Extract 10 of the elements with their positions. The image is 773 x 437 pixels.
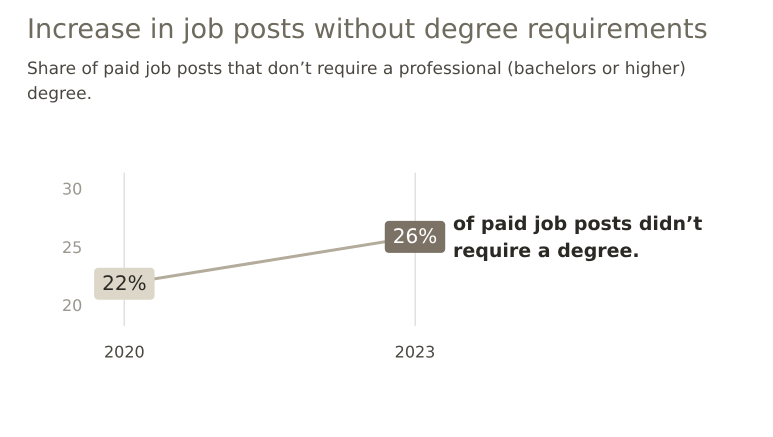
y-tick-label: 25 — [62, 238, 82, 257]
y-tick-label: 20 — [62, 296, 82, 316]
y-tick-label: 30 — [62, 179, 82, 198]
data-label: 22% — [102, 270, 147, 295]
chart-subtitle: Share of paid job posts that don’t require a professional (bachelors or higher) degree. — [26, 58, 687, 106]
annotation: of paid job posts didn’t require a degree. — [453, 212, 702, 262]
x-tick-label: 2023 — [394, 342, 436, 362]
x-tick-label: 2020 — [104, 342, 145, 362]
chart-title: Increase in job posts without degree requirements — [26, 14, 709, 45]
data-label: 26% — [392, 224, 438, 248]
